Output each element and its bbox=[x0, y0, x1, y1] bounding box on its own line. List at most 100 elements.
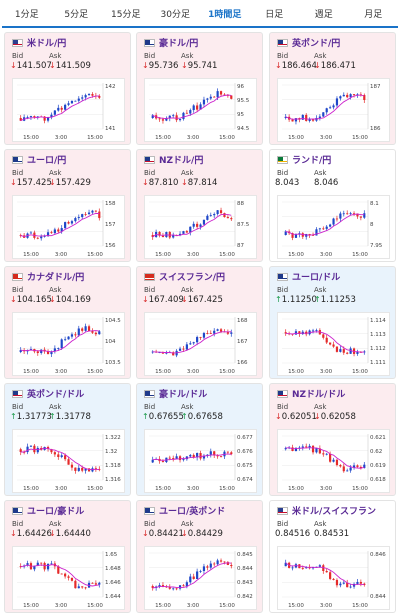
pair-name[interactable]: 英ポンド/円 bbox=[292, 39, 341, 49]
candle bbox=[26, 446, 29, 453]
candle bbox=[294, 234, 298, 238]
pair-name[interactable]: 英ポンド/ドル bbox=[27, 390, 85, 400]
ask-value: ↓95.741 bbox=[181, 61, 218, 71]
x-tick-label: 15:00 bbox=[155, 252, 171, 258]
pair-name[interactable]: スイスフラン/円 bbox=[159, 273, 226, 283]
tab-4[interactable]: 1時間足 bbox=[200, 6, 250, 28]
mini-chart[interactable]: 168 167 166 15:00 3:00 15:00 bbox=[144, 312, 257, 376]
rate-card[interactable]: ユーロ/円 Bid Ask ↓157.425 ↓157.429 158 157 156… bbox=[4, 149, 131, 262]
rate-card[interactable]: NZドル/ドル Bid Ask ↓0.62051 ↓0.62058 0.621 0.… bbox=[269, 383, 396, 496]
candle bbox=[172, 588, 175, 590]
y-tick-label: 142 bbox=[105, 84, 116, 90]
mini-chart[interactable]: 0.846 0.844 15:00 3:00 15:00 bbox=[277, 546, 390, 610]
rate-card[interactable]: 豪ドル/ドル Bid Ask ↑0.67655 ↑0.67658 0.677 0.6… bbox=[136, 383, 263, 496]
pair-name[interactable]: 米ドル/スイスフラン bbox=[292, 507, 377, 517]
candle bbox=[46, 351, 50, 355]
candle bbox=[161, 461, 165, 463]
mini-chart[interactable]: 8.1 8 7.95 15:00 3:00 15:00 bbox=[277, 195, 390, 259]
pair-name[interactable]: ユーロ/ドル bbox=[292, 273, 341, 283]
rate-card[interactable]: ランド/円 Bid Ask 8.043 8.046 8.1 8 7.95 15:00 3:… bbox=[269, 149, 396, 262]
candle bbox=[70, 334, 74, 337]
mini-chart[interactable]: 0.621 0.62 0.619 0.618 15:00 3:00 15:00 bbox=[277, 429, 390, 493]
rate-card[interactable]: ユーロ/英ポンド Bid Ask ↓0.84421 ↓0.84429 0.845 0… bbox=[136, 500, 263, 613]
pair-name[interactable]: NZドル/ドル bbox=[292, 390, 346, 400]
pair-name[interactable]: ユーロ/円 bbox=[27, 156, 67, 166]
tab-1[interactable]: 5分足 bbox=[64, 10, 89, 20]
pair-name[interactable]: NZドル/円 bbox=[159, 156, 204, 166]
candle bbox=[322, 453, 325, 455]
tab-2[interactable]: 15分足 bbox=[111, 10, 141, 20]
candle bbox=[219, 560, 223, 562]
x-tick-label: 15:00 bbox=[87, 603, 103, 609]
mini-chart[interactable]: 1.114 1.113 1.112 1.111 15:00 3:00 15:00 bbox=[277, 312, 390, 376]
tab-5[interactable]: 日足 bbox=[265, 10, 284, 20]
mini-chart[interactable]: 158 157 156 15:00 3:00 15:00 bbox=[12, 195, 125, 259]
candle bbox=[223, 94, 226, 96]
x-tick-label: 15:00 bbox=[219, 603, 235, 609]
au-flag-icon bbox=[144, 390, 155, 398]
mini-chart[interactable]: 187 186 15:00 3:00 15:00 bbox=[277, 78, 390, 142]
x-tick-label: 15:00 bbox=[352, 135, 368, 141]
mini-chart[interactable]: 1.65 1.648 1.646 1.644 15:00 3:00 15:00 bbox=[12, 546, 125, 610]
candle bbox=[352, 348, 356, 354]
candle bbox=[322, 565, 325, 572]
x-tick-label: 15:00 bbox=[23, 486, 39, 492]
candle bbox=[311, 119, 315, 121]
candle bbox=[43, 116, 46, 121]
pair-name[interactable]: 米ドル/円 bbox=[27, 39, 67, 49]
ask-label: Ask bbox=[49, 520, 62, 528]
mini-chart[interactable]: 104.5 104 103.5 15:00 3:00 15:00 bbox=[12, 312, 125, 376]
candle bbox=[305, 567, 308, 569]
rate-card[interactable]: 英ポンド/円 Bid Ask ↓186.464 ↓186.471 187 186 15… bbox=[269, 32, 396, 145]
rate-card[interactable]: ユーロ/ドル Bid Ask ↑1.11250 ↑1.11253 1.114 1.1… bbox=[269, 266, 396, 379]
ask-label: Ask bbox=[181, 403, 194, 411]
candle bbox=[64, 455, 67, 460]
candle bbox=[349, 348, 352, 354]
y-tick-label: 1.65 bbox=[105, 552, 118, 558]
arrow-icon: ↓ bbox=[181, 61, 188, 70]
rate-card[interactable]: スイスフラン/円 Bid Ask ↓167.409 ↓167.425 168 167… bbox=[136, 266, 263, 379]
x-tick-label: 15:00 bbox=[219, 486, 235, 492]
bid-label: Bid bbox=[277, 520, 289, 528]
mini-chart[interactable]: 0.845 0.844 0.843 0.842 15:00 3:00 15:00 bbox=[144, 546, 257, 610]
tab-6[interactable]: 週足 bbox=[314, 10, 333, 20]
mini-chart[interactable]: 88 87.5 87 15:00 3:00 15:00 bbox=[144, 195, 257, 259]
tab-7[interactable]: 月足 bbox=[364, 10, 383, 20]
candle bbox=[318, 116, 321, 118]
y-tick-label: 0.619 bbox=[370, 463, 386, 469]
pair-name[interactable]: 豪ドル/ドル bbox=[159, 390, 208, 400]
arrow-icon: ↓ bbox=[275, 412, 282, 421]
tab-0[interactable]: 1分足 bbox=[14, 10, 39, 20]
pair-name[interactable]: ユーロ/豪ドル bbox=[27, 507, 85, 517]
rate-card[interactable]: カナダドル/円 Bid Ask ↓104.165 ↓104.169 104.5 10… bbox=[4, 266, 131, 379]
ask-value: ↓1.64440 bbox=[49, 529, 91, 539]
rate-card[interactable]: 豪ドル/円 Bid Ask ↓95.736 ↓95.741 96 95.5 95 94.… bbox=[136, 32, 263, 145]
rate-card[interactable]: NZドル/円 Bid Ask ↓87.810 ↓87.814 88 87.5 87 15… bbox=[136, 149, 263, 262]
pair-name[interactable]: カナダドル/円 bbox=[27, 273, 85, 283]
mini-chart[interactable]: 0.677 0.676 0.675 0.674 15:00 3:00 15:00 bbox=[144, 429, 257, 493]
bid-label: Bid bbox=[144, 403, 156, 411]
candle bbox=[199, 571, 202, 572]
candle bbox=[318, 228, 321, 230]
candle bbox=[352, 465, 356, 468]
rate-card[interactable]: ユーロ/豪ドル Bid Ask ↓1.64426 ↓1.64440 1.65 1.6… bbox=[4, 500, 131, 613]
y-tick-label: 95.5 bbox=[237, 98, 250, 104]
pair-name[interactable]: ランド/円 bbox=[292, 156, 332, 166]
mini-chart[interactable]: 96 95.5 95 94.5 15:00 3:00 15:00 bbox=[144, 78, 257, 142]
mini-chart[interactable]: 142 141 15:00 3:00 15:00 bbox=[12, 78, 125, 142]
candle bbox=[301, 233, 304, 237]
arrow-icon: ↓ bbox=[10, 178, 17, 187]
candle bbox=[339, 96, 342, 99]
candle bbox=[81, 97, 84, 99]
bid-label: Bid bbox=[12, 286, 24, 294]
mini-chart[interactable]: 1.322 1.32 1.318 1.316 15:00 3:00 15:00 bbox=[12, 429, 125, 493]
pair-name[interactable]: ユーロ/英ポンド bbox=[159, 507, 226, 517]
rate-card[interactable]: 米ドル/スイスフラン Bid Ask 0.84516 0.84531 0.846 0… bbox=[269, 500, 396, 613]
bid-label: Bid bbox=[144, 520, 156, 528]
x-tick-label: 15:00 bbox=[87, 369, 103, 375]
pair-name[interactable]: 豪ドル/円 bbox=[159, 39, 199, 49]
rate-card[interactable]: 英ポンド/ドル Bid Ask ↑1.31773 ↑1.31778 1.322 1.… bbox=[4, 383, 131, 496]
rate-card[interactable]: 米ドル/円 Bid Ask ↓141.507 ↓141.509 142 141 15:… bbox=[4, 32, 131, 145]
tab-3[interactable]: 30分足 bbox=[160, 10, 190, 20]
arrow-icon: ↑ bbox=[49, 412, 56, 421]
